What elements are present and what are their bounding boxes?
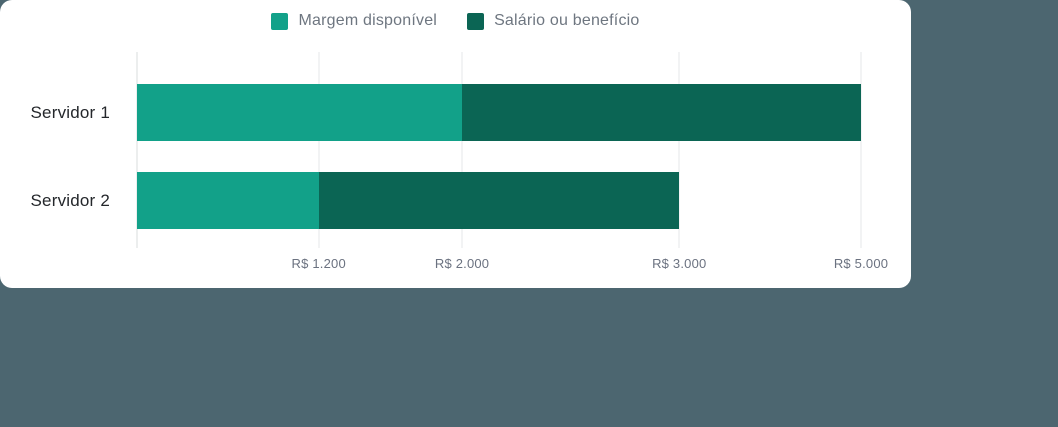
bar-segment-servidor-2-1: [318, 172, 680, 229]
category-label: Servidor 1: [30, 102, 110, 122]
legend-swatch-icon: [271, 12, 289, 30]
legend-label: Salário ou benefício: [494, 12, 640, 29]
bar-segment-servidor-1-0: [137, 84, 463, 141]
legend-item-0: Margem disponível: [271, 12, 437, 30]
x-tick-label: R$ 1.200: [291, 256, 346, 271]
gridline: [860, 52, 862, 248]
legend-item-1: Salário ou benefício: [467, 12, 639, 30]
chart-legend: Margem disponível Salário ou benefício: [0, 12, 911, 30]
legend-swatch-icon: [467, 12, 485, 30]
gridline: [461, 52, 463, 248]
x-tick-label: R$ 2.000: [434, 256, 490, 271]
legend-label: Margem disponível: [298, 12, 438, 29]
bar-segment-servidor-1-1: [462, 84, 861, 141]
x-tick-label: R$ 3.000: [652, 256, 707, 271]
x-tick-label: R$ 5.000: [833, 256, 889, 271]
gridline: [318, 52, 320, 248]
plot-area: R$ 1.200 R$ 2.000 R$ 3.000 R$ 5.000: [136, 52, 888, 271]
gridline: [136, 52, 138, 248]
gridline: [678, 52, 680, 248]
bar-segment-servidor-2-0: [137, 172, 319, 229]
category-label: Servidor 2: [30, 190, 110, 210]
chart-card: Margem disponível Salário ou benefício Se…: [0, 0, 911, 288]
